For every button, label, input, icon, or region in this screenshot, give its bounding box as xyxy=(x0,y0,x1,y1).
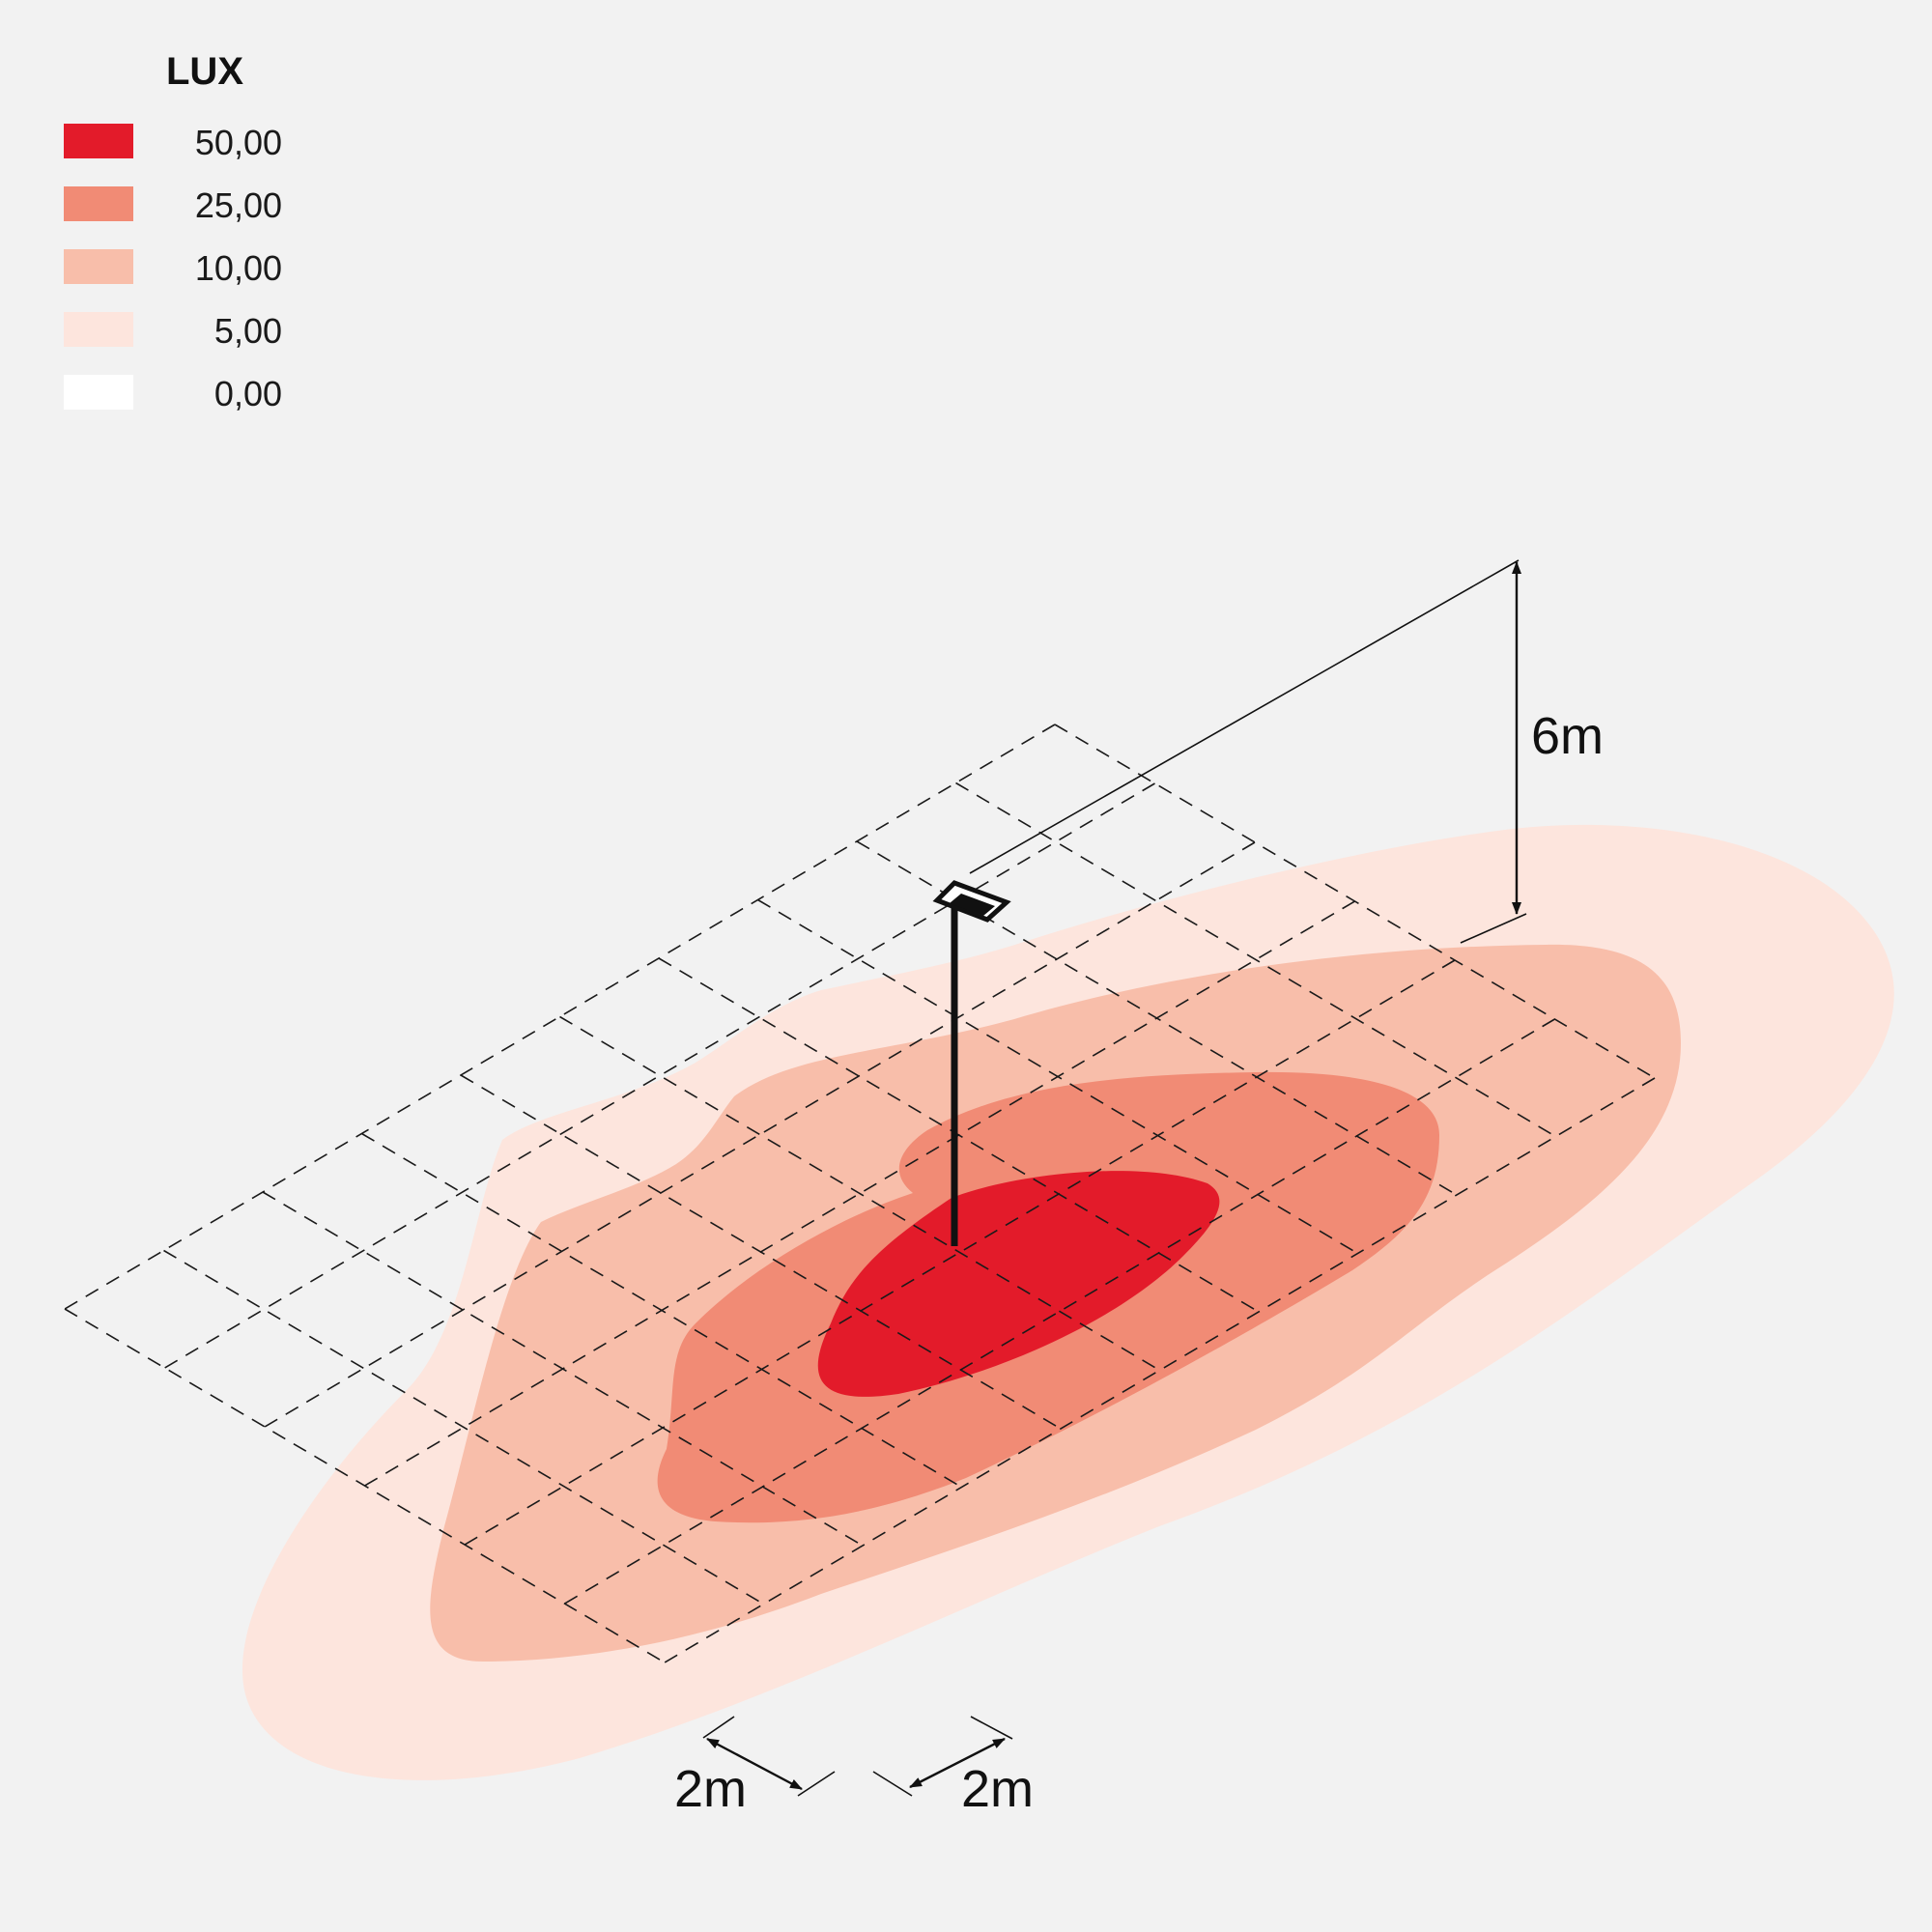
grid-line xyxy=(955,781,1556,1138)
legend-swatch xyxy=(64,186,133,221)
legend-value: 5,00 xyxy=(213,311,282,351)
legend-title: LUX xyxy=(166,50,243,93)
grid-line xyxy=(856,840,1458,1196)
legend-swatch xyxy=(64,124,133,158)
height-dimension-label: 6m xyxy=(1531,707,1604,765)
legend-value: 0,00 xyxy=(213,374,282,413)
width-dimension-arrow-left xyxy=(706,1737,803,1791)
grid-line xyxy=(757,898,1358,1255)
grid-line xyxy=(262,1191,864,1547)
luminaire-icon xyxy=(932,880,1011,923)
width-dimension-label-left: 2m xyxy=(674,1760,747,1818)
legend-value: 10,00 xyxy=(194,248,282,288)
grid-line xyxy=(658,957,1260,1313)
legend-value: 50,00 xyxy=(194,123,282,162)
grid-line xyxy=(64,1308,666,1663)
legend-swatch xyxy=(64,375,133,410)
grid-line xyxy=(361,1132,962,1489)
height-reference-line-bottom xyxy=(1460,913,1527,944)
width-extension-left xyxy=(702,1716,735,1739)
legend-item-50: 50,00 xyxy=(64,124,282,162)
width-dimension-arrow-right xyxy=(909,1737,1006,1789)
legend-swatch xyxy=(64,312,133,347)
grid-line xyxy=(1054,724,1656,1079)
legend-item-25: 25,00 xyxy=(64,186,282,225)
ground-grid xyxy=(64,724,1656,1663)
width-extension-right xyxy=(970,1716,1013,1740)
width-extension-mid-b xyxy=(872,1771,913,1797)
grid-line xyxy=(460,1074,1062,1430)
grid-line xyxy=(559,1015,1160,1372)
legend-item-10: 10,00 xyxy=(64,249,282,288)
width-extension-mid-a xyxy=(797,1771,836,1797)
legend-item-5: 5,00 xyxy=(64,312,282,351)
legend-swatch xyxy=(64,249,133,284)
width-dimension-label-right: 2m xyxy=(961,1760,1034,1818)
height-reference-line-top xyxy=(969,559,1520,874)
grid-line xyxy=(163,1249,764,1605)
legend-item-0: 0,00 xyxy=(64,375,282,413)
legend-value: 25,00 xyxy=(194,185,282,225)
